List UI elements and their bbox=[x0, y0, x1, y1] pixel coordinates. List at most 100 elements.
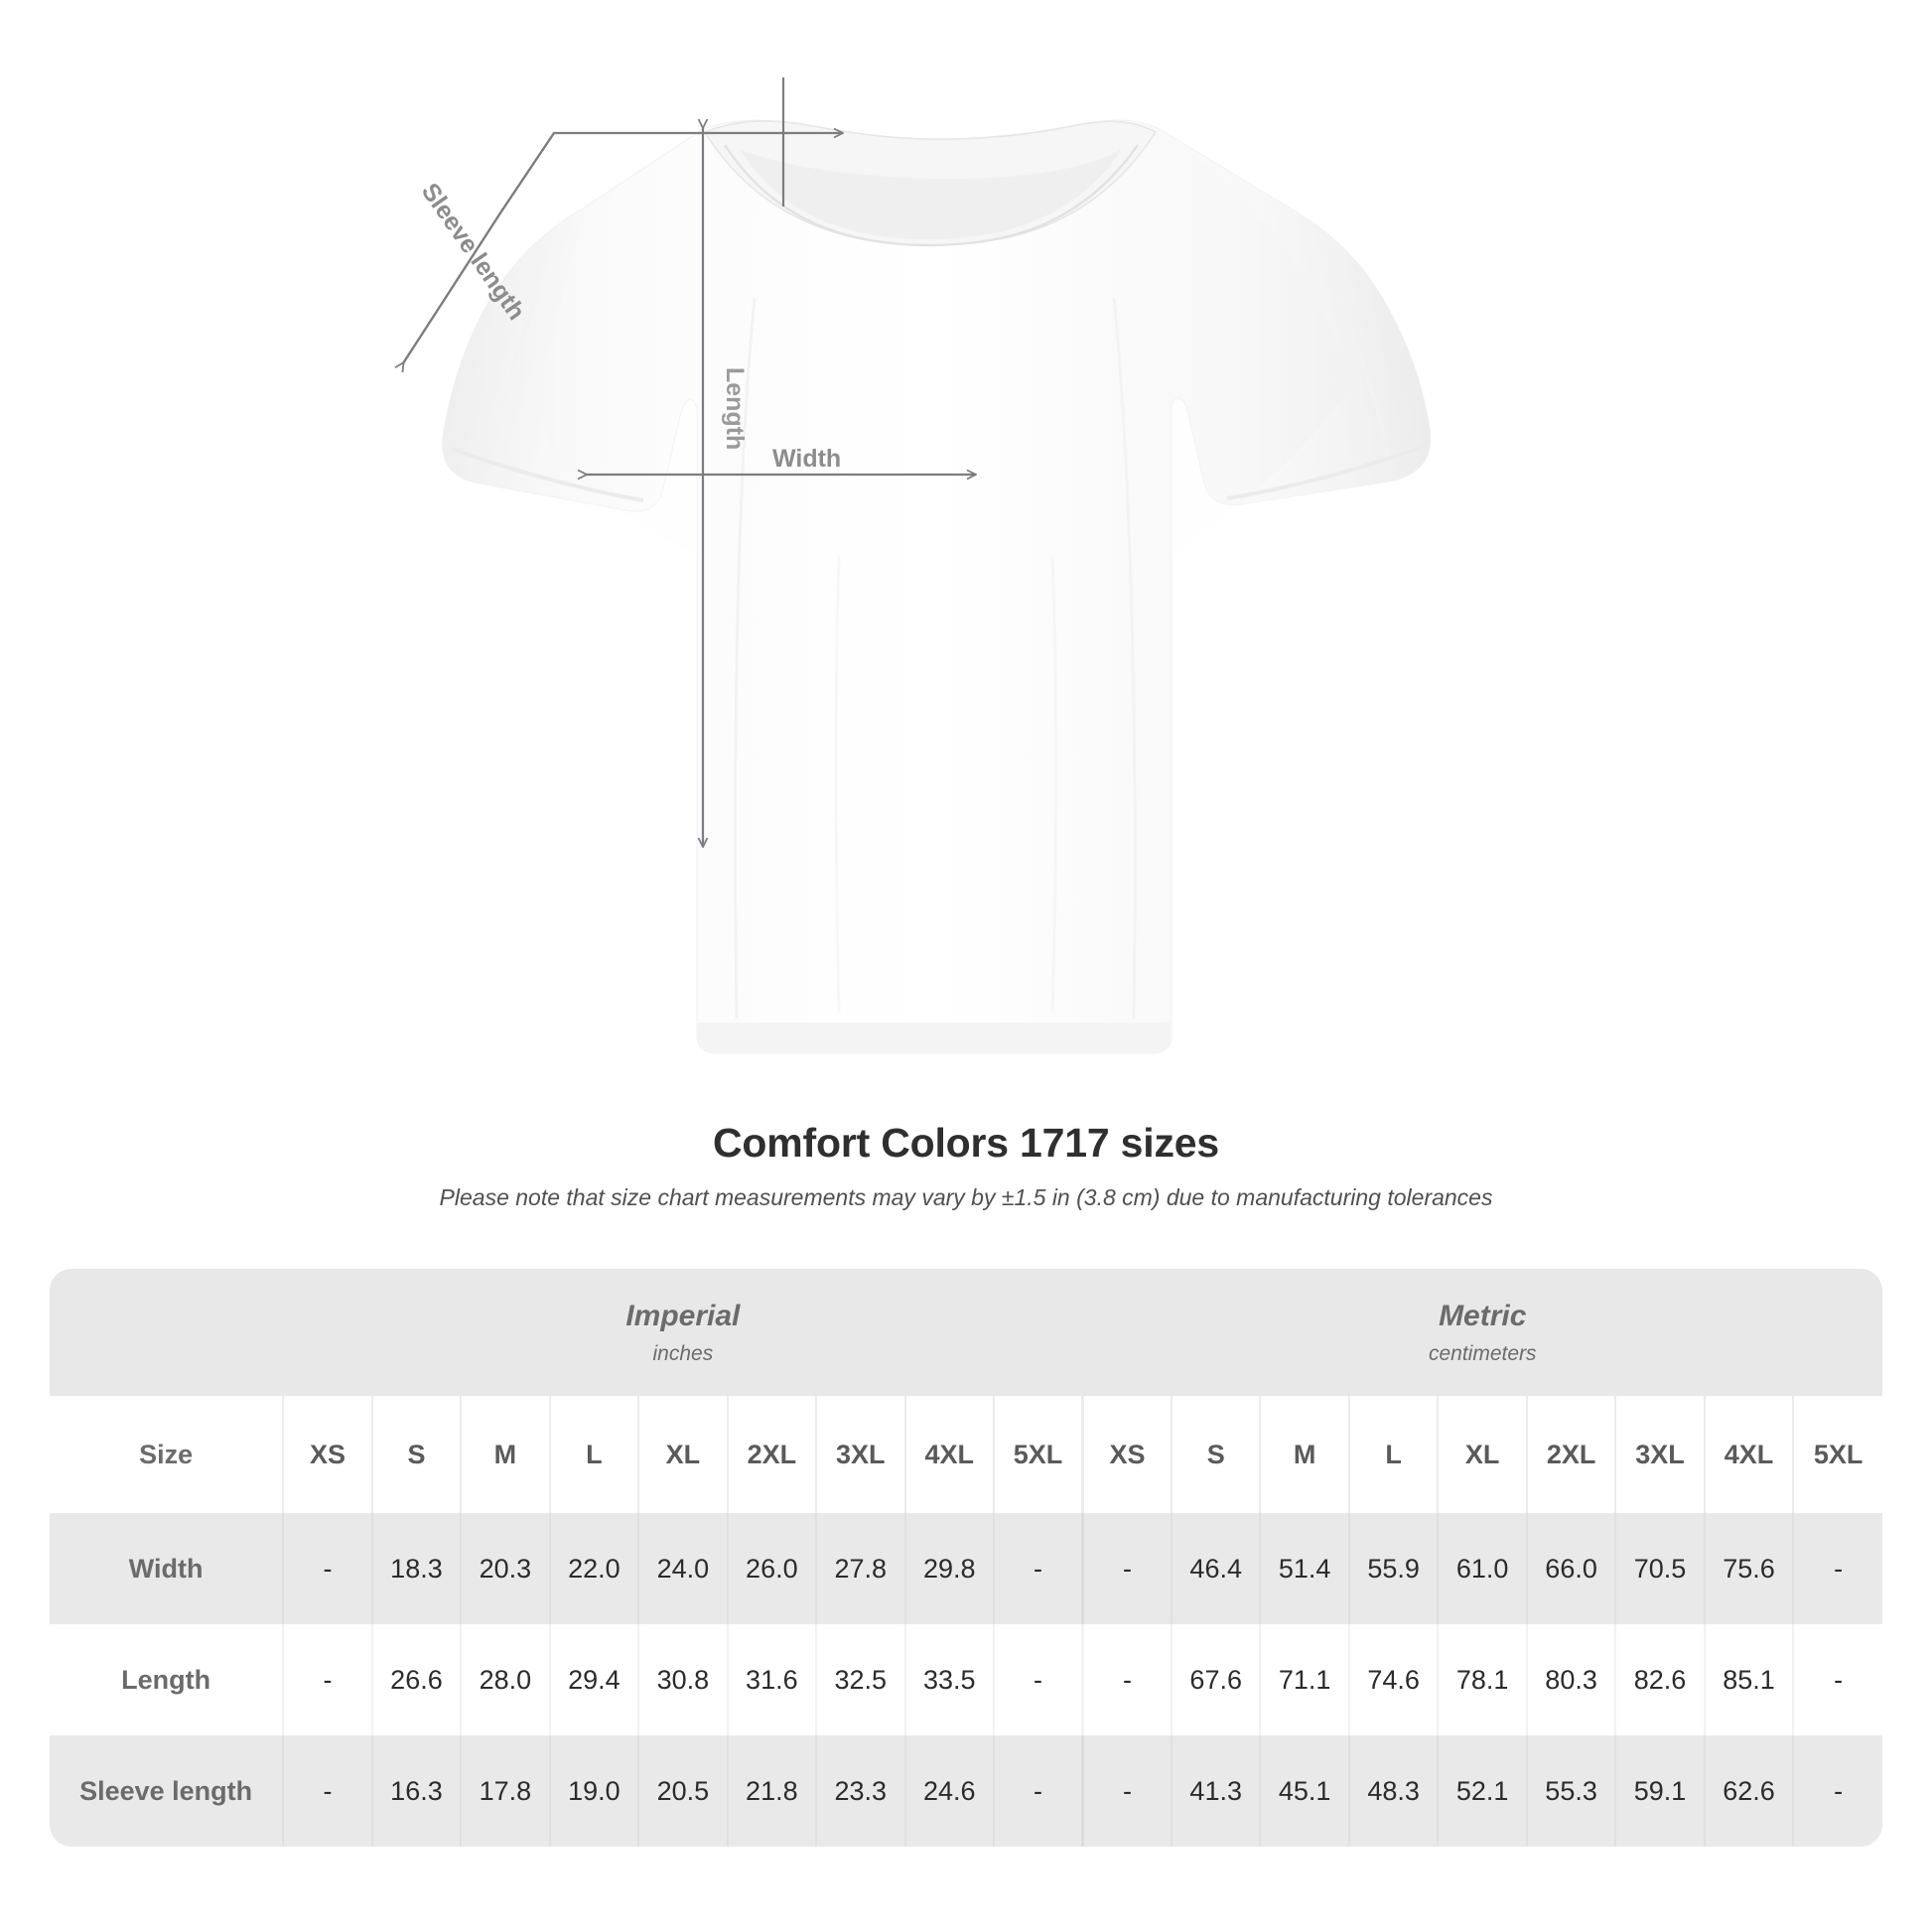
cell-sleeve-length-metric-m: 45.1 bbox=[1259, 1735, 1349, 1847]
cell-sleeve-length-metric-xl: 52.1 bbox=[1437, 1735, 1527, 1847]
cell-sleeve-length-imperial-m: 17.8 bbox=[460, 1735, 550, 1847]
cell-sleeve-length-imperial-3xl: 23.3 bbox=[815, 1735, 905, 1847]
tshirt-body-shape bbox=[442, 119, 1432, 1054]
cell-sleeve-length-metric-l: 48.3 bbox=[1347, 1735, 1439, 1847]
column-header-metric-2xl: 2XL bbox=[1525, 1396, 1616, 1513]
cell-sleeve-length-metric-s: 41.3 bbox=[1170, 1735, 1261, 1847]
cell-width-imperial-xs: - bbox=[282, 1513, 372, 1624]
column-header-metric-4xl: 4XL bbox=[1703, 1396, 1794, 1513]
column-header-imperial-xl: XL bbox=[637, 1396, 728, 1513]
tshirt-hem bbox=[697, 1023, 1172, 1053]
table-row: Length -26.6 28.0 29.4 30.8 31.6 32.5 33.5- -67.… bbox=[50, 1624, 1882, 1735]
title-block: Comfort Colors 1717 sizes Please note th… bbox=[0, 1120, 1932, 1211]
right-sleeve-shade bbox=[1160, 129, 1431, 556]
width-label: Width bbox=[772, 445, 841, 473]
tolerance-note: Please note that size chart measurements… bbox=[439, 1184, 1493, 1210]
tshirt-illustration bbox=[442, 119, 1432, 1054]
column-header-imperial-2xl: 2XL bbox=[726, 1396, 817, 1513]
cell-length-metric-3xl: 82.6 bbox=[1614, 1624, 1705, 1735]
cell-length-imperial-xs: - bbox=[282, 1624, 372, 1735]
cell-length-metric-xs: - bbox=[1080, 1624, 1172, 1735]
column-header-imperial-4xl: 4XL bbox=[903, 1396, 994, 1513]
cell-sleeve-length-imperial-5xl: - bbox=[993, 1735, 1083, 1847]
cell-length-metric-5xl: - bbox=[1792, 1624, 1882, 1735]
column-header-metric-xs: XS bbox=[1080, 1396, 1172, 1513]
cell-width-metric-3xl: 70.5 bbox=[1614, 1513, 1705, 1624]
cell-width-metric-5xl: - bbox=[1792, 1513, 1882, 1624]
page-title: Comfort Colors 1717 sizes bbox=[713, 1120, 1219, 1166]
cell-width-metric-2xl: 66.0 bbox=[1525, 1513, 1616, 1624]
tshirt-neck-opening bbox=[740, 149, 1122, 240]
cell-length-metric-2xl: 80.3 bbox=[1525, 1624, 1616, 1735]
cell-sleeve-length-metric-xs: - bbox=[1080, 1735, 1172, 1847]
cell-length-metric-4xl: 85.1 bbox=[1703, 1624, 1794, 1735]
measurement-annotations bbox=[403, 77, 975, 846]
cell-sleeve-length-metric-5xl: - bbox=[1792, 1735, 1882, 1847]
cell-width-imperial-5xl: - bbox=[993, 1513, 1083, 1624]
cell-width-metric-xl: 61.0 bbox=[1437, 1513, 1527, 1624]
cell-length-metric-s: 67.6 bbox=[1170, 1624, 1261, 1735]
tshirt-collar-inner bbox=[723, 144, 1139, 247]
cell-length-imperial-l: 29.4 bbox=[548, 1624, 639, 1735]
cell-sleeve-length-metric-4xl: 62.6 bbox=[1703, 1735, 1794, 1847]
cell-length-imperial-5xl: - bbox=[993, 1624, 1083, 1735]
column-header-imperial-m: M bbox=[460, 1396, 550, 1513]
cell-length-imperial-m: 28.0 bbox=[460, 1624, 550, 1735]
column-header-imperial-5xl: 5XL bbox=[993, 1396, 1083, 1513]
cell-sleeve-length-imperial-l: 19.0 bbox=[548, 1735, 639, 1847]
size-chart-table-wrap: Imperial inches Metric centimeters Size XS S M L… bbox=[50, 1269, 1882, 1847]
cell-width-metric-l: 55.9 bbox=[1347, 1513, 1439, 1624]
cell-width-metric-s: 46.4 bbox=[1170, 1513, 1261, 1624]
sleeve-length-label: Sleeve length bbox=[416, 178, 530, 325]
cell-width-imperial-4xl: 29.8 bbox=[903, 1513, 994, 1624]
cell-length-imperial-s: 26.6 bbox=[370, 1624, 462, 1735]
unit-band-row: Imperial inches Metric centimeters bbox=[50, 1269, 1882, 1396]
cell-sleeve-length-imperial-2xl: 21.8 bbox=[726, 1735, 817, 1847]
cell-length-metric-l: 74.6 bbox=[1347, 1624, 1439, 1735]
cell-sleeve-length-imperial-xs: - bbox=[282, 1735, 372, 1847]
unit-header-imperial-sub: inches bbox=[652, 1341, 714, 1365]
fabric-folds bbox=[486, 297, 1392, 1020]
tshirt-measurement-diagram: Sleeve length Length Width bbox=[0, 77, 1432, 1054]
cell-width-imperial-s: 18.3 bbox=[370, 1513, 462, 1624]
cell-width-imperial-m: 20.3 bbox=[460, 1513, 550, 1624]
cell-sleeve-length-metric-2xl: 55.3 bbox=[1525, 1735, 1616, 1847]
unit-header-metric-sub: centimeters bbox=[1428, 1341, 1537, 1365]
cell-length-metric-xl: 78.1 bbox=[1437, 1624, 1527, 1735]
cell-width-imperial-2xl: 26.0 bbox=[726, 1513, 817, 1624]
cell-length-imperial-xl: 30.8 bbox=[637, 1624, 728, 1735]
cell-width-imperial-3xl: 27.8 bbox=[815, 1513, 905, 1624]
size-header-row: Size XS S M L XL 2XL 3XL 4XL 5XL XS S M L XL 2XL 3XL 4XL 5… bbox=[50, 1396, 1882, 1513]
row-header-sleeve-length: Sleeve length bbox=[50, 1735, 284, 1847]
cell-sleeve-length-imperial-xl: 20.5 bbox=[637, 1735, 728, 1847]
cell-sleeve-length-metric-3xl: 59.1 bbox=[1614, 1735, 1705, 1847]
row-header-width: Width bbox=[50, 1513, 284, 1624]
unit-header-imperial: Imperial inches bbox=[283, 1269, 1083, 1396]
cell-length-imperial-3xl: 32.5 bbox=[815, 1624, 905, 1735]
column-header-imperial-xs: XS bbox=[282, 1396, 372, 1513]
cell-length-imperial-4xl: 33.5 bbox=[903, 1624, 994, 1735]
cell-width-imperial-xl: 24.0 bbox=[637, 1513, 728, 1624]
cell-width-metric-m: 51.4 bbox=[1259, 1513, 1349, 1624]
column-header-imperial-3xl: 3XL bbox=[815, 1396, 905, 1513]
column-header-metric-m: M bbox=[1259, 1396, 1349, 1513]
length-label: Length bbox=[721, 367, 749, 450]
cell-width-imperial-l: 22.0 bbox=[548, 1513, 639, 1624]
unit-band-spacer bbox=[50, 1269, 284, 1396]
cell-width-metric-4xl: 75.6 bbox=[1703, 1513, 1794, 1624]
column-header-metric-xl: XL bbox=[1437, 1396, 1527, 1513]
column-header-imperial-s: S bbox=[370, 1396, 462, 1513]
cell-width-metric-xs: - bbox=[1080, 1513, 1172, 1624]
column-header-metric-3xl: 3XL bbox=[1614, 1396, 1705, 1513]
table-row: Sleeve length -16.3 17.8 19.0 20.5 21.8 23.3 24… bbox=[50, 1735, 1882, 1847]
unit-header-metric: Metric centimeters bbox=[1082, 1269, 1882, 1396]
right-sleeve-cuff bbox=[1226, 445, 1423, 500]
column-header-metric-5xl: 5XL bbox=[1792, 1396, 1882, 1513]
cell-sleeve-length-imperial-s: 16.3 bbox=[370, 1735, 462, 1847]
table-row: Width -18.3 20.3 22.0 24.0 26.0 27.8 29.8- -46.4… bbox=[50, 1513, 1882, 1624]
column-header-size: Size bbox=[50, 1396, 284, 1513]
cell-length-metric-m: 71.1 bbox=[1259, 1624, 1349, 1735]
size-chart-table: Imperial inches Metric centimeters Size XS S M L… bbox=[50, 1269, 1882, 1847]
column-header-metric-l: L bbox=[1347, 1396, 1439, 1513]
column-header-imperial-l: L bbox=[548, 1396, 639, 1513]
